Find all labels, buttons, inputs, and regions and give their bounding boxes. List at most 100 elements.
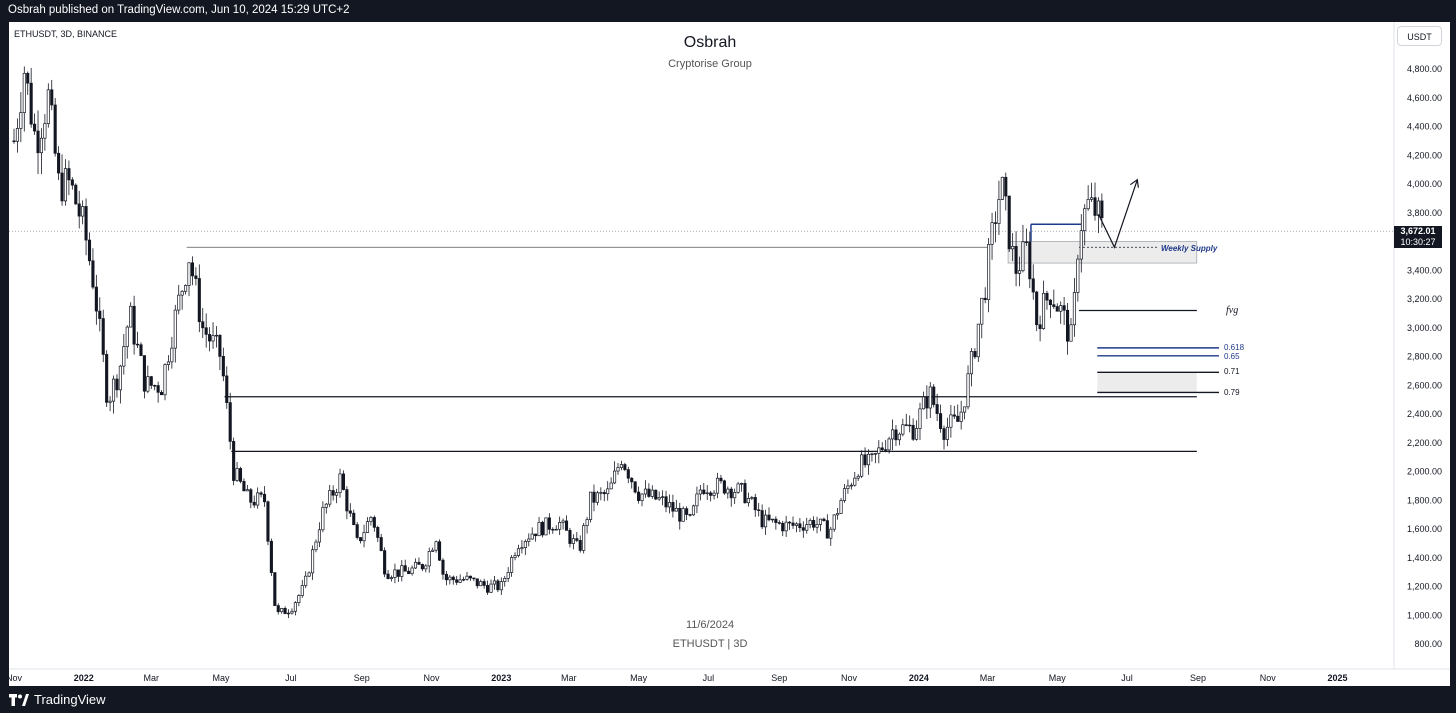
- projection-path: [1097, 179, 1138, 249]
- candle-body: [77, 203, 81, 217]
- candle-body: [259, 492, 263, 495]
- candle-body: [225, 375, 229, 403]
- chart-subtitle: Cryptorise Group: [668, 58, 752, 70]
- candle-body: [379, 537, 383, 551]
- y-tick-label: 2,400.00: [1407, 409, 1442, 419]
- candle-body: [389, 577, 394, 579]
- candle-body: [304, 575, 308, 586]
- chart-area[interactable]: 800.00 1,000.00 1,200.00 1,400.00 1,600.00 1,…: [9, 22, 1450, 686]
- candle-body: [901, 424, 905, 435]
- candle-body: [571, 538, 575, 544]
- candle-body: [232, 441, 236, 481]
- candle-body: [1014, 246, 1018, 274]
- candle-body: [973, 351, 977, 358]
- candle-body: [475, 578, 479, 587]
- candle-body: [606, 488, 610, 495]
- candle-body: [897, 433, 901, 441]
- candle-body: [695, 493, 699, 507]
- candle-body: [842, 488, 847, 501]
- candle-body: [29, 82, 33, 125]
- frame-right: [1450, 22, 1456, 686]
- candle-body: [942, 428, 946, 440]
- y-tick-label: 4,000.00: [1407, 179, 1442, 189]
- candle-body: [249, 489, 253, 503]
- candle-body: [530, 533, 534, 540]
- candle-body: [204, 327, 208, 335]
- candle-body: [98, 310, 102, 319]
- candle-body: [774, 518, 778, 523]
- candle-body: [688, 514, 692, 516]
- candle-body: [966, 373, 970, 408]
- candle-body: [873, 453, 877, 455]
- tradingview-logo[interactable]: TradingView: [9, 692, 106, 707]
- y-tick-label: 1,600.00: [1407, 524, 1442, 534]
- candle-body: [540, 521, 545, 536]
- candle-body: [993, 222, 998, 224]
- price-chart[interactable]: 800.00 1,000.00 1,200.00 1,400.00 1,600.00 1,…: [9, 22, 1450, 686]
- fvg-label: fvg: [1226, 305, 1239, 316]
- candle-body: [87, 239, 92, 262]
- candle-body: [630, 477, 634, 483]
- candle-body: [733, 492, 737, 499]
- candle-body: [400, 565, 404, 577]
- candle-body: [311, 549, 315, 574]
- candle-body: [111, 378, 116, 402]
- candle-body: [609, 482, 613, 490]
- candle-body: [67, 168, 71, 181]
- candle-body: [657, 497, 661, 500]
- candle-body: [170, 347, 174, 363]
- candle-body: [681, 508, 685, 522]
- candle-body: [764, 514, 768, 528]
- candle-body: [698, 489, 702, 495]
- candle-body: [602, 492, 606, 495]
- candle-body: [990, 222, 994, 245]
- currency-button[interactable]: USDT: [1397, 26, 1442, 46]
- candle-body: [314, 541, 318, 551]
- candle-body: [451, 576, 455, 581]
- x-tick-label: Nov: [1260, 673, 1277, 683]
- x-tick-label: May: [213, 673, 231, 683]
- candle-body: [667, 502, 672, 508]
- y-tick-label: 4,200.00: [1407, 150, 1442, 160]
- candle-body: [359, 537, 363, 542]
- y-tick-label: 2,800.00: [1407, 352, 1442, 362]
- candle-body: [849, 484, 853, 487]
- candle-body: [794, 523, 798, 526]
- candle-body: [818, 518, 823, 525]
- candle-body: [1093, 197, 1097, 216]
- y-tick-label: 4,800.00: [1407, 64, 1442, 74]
- candle-body: [462, 579, 466, 581]
- candle-body: [637, 491, 641, 501]
- candle-body: [280, 608, 284, 613]
- candle-body: [558, 522, 562, 530]
- candle-body: [963, 406, 967, 413]
- candle-body: [242, 481, 246, 492]
- last-price-tag: 3,672.01 10:30:27: [1394, 226, 1442, 248]
- candle-body: [925, 396, 929, 409]
- candle-body: [616, 467, 620, 472]
- candle-body: [877, 447, 881, 454]
- candle-body: [139, 344, 143, 356]
- candle-body: [890, 429, 895, 440]
- candle-body: [256, 492, 260, 506]
- x-tick-label: May: [630, 673, 648, 683]
- candle-body: [750, 497, 754, 499]
- candle-body: [729, 488, 733, 499]
- candle-body: [300, 585, 304, 596]
- candle-body: [760, 510, 764, 528]
- x-tick-label: Nov: [424, 673, 441, 683]
- candle-body: [770, 518, 774, 521]
- candle-body: [712, 492, 716, 496]
- candle-body: [939, 413, 943, 429]
- candle-body: [527, 538, 531, 542]
- candle-body: [674, 507, 678, 512]
- candle-body: [654, 489, 658, 500]
- y-tick-label: 3,400.00: [1407, 265, 1442, 275]
- candle-body: [1024, 241, 1028, 243]
- candle-body: [26, 72, 30, 84]
- weekly-supply-zone: [1007, 241, 1198, 264]
- projection-arrowhead: [1129, 178, 1139, 188]
- candle-body: [825, 520, 829, 539]
- candle-body: [805, 524, 809, 531]
- candle-body: [184, 285, 188, 292]
